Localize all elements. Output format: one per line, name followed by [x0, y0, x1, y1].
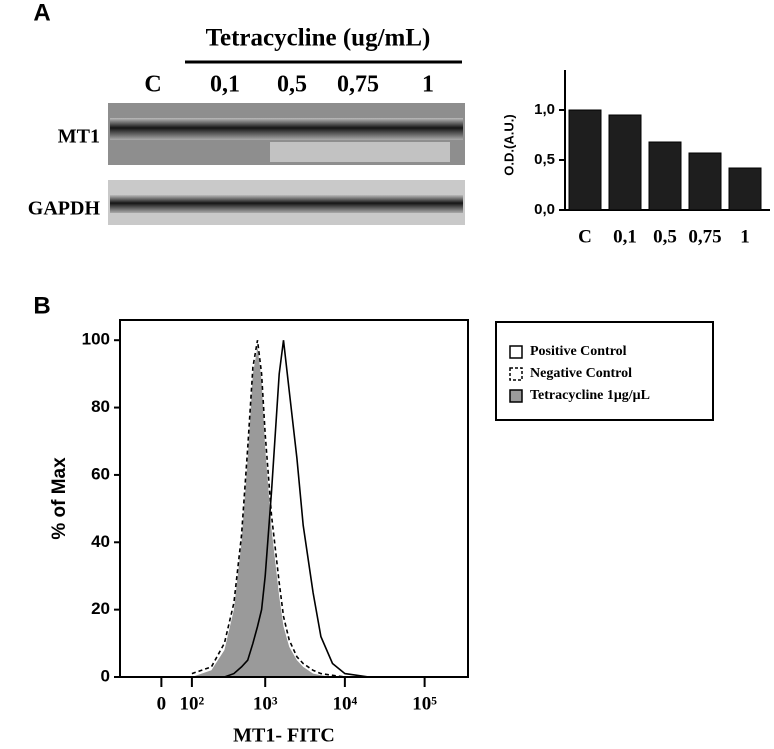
lane-label: 0,5 [277, 72, 307, 98]
y-tick-label: 0 [101, 666, 110, 685]
line [191, 340, 369, 678]
y-tick-label: 0,5 [534, 151, 555, 168]
x-tick-label: 0,1 [613, 226, 637, 247]
y-tick-label: 60 [91, 464, 110, 483]
row-label: GAPDH [28, 198, 101, 220]
blot [108, 103, 465, 225]
x-tick-label: 0 [157, 693, 167, 714]
x-tick-label: 10² [180, 693, 205, 714]
bar [648, 141, 682, 211]
legend-swatch [509, 345, 523, 359]
legend-box [495, 321, 714, 421]
blot-title: Tetracycline (ug/mL) [206, 25, 431, 52]
bar [568, 109, 602, 211]
panel-label: B [33, 292, 50, 319]
legend-label: Positive Control [530, 344, 627, 359]
line [191, 340, 370, 678]
legend-swatch [509, 367, 523, 381]
lane-label: 0,1 [210, 72, 240, 98]
legend-label: Negative Control [530, 366, 632, 381]
legend-label: Tetracycline 1μg/μL [530, 388, 650, 403]
y-axis-label: O.D.(A.U.) [501, 114, 516, 175]
lane-label: 0,75 [337, 72, 379, 98]
y-tick-label: 80 [91, 397, 110, 416]
x-tick-label: 0,5 [653, 226, 677, 247]
row-label: MT1 [58, 126, 100, 148]
area [191, 346, 369, 677]
legend-swatch [509, 389, 523, 403]
plot-frame [119, 319, 469, 678]
lane-label: 1 [422, 72, 434, 98]
bar [728, 167, 762, 211]
x-tick-label: 10⁵ [412, 693, 437, 714]
panel-label: A [33, 0, 50, 26]
y-tick-label: 40 [91, 532, 110, 551]
bar [608, 114, 642, 211]
bar [688, 152, 722, 211]
y-tick-label: 100 [82, 330, 110, 349]
y-tick-label: 20 [91, 599, 110, 618]
y-tick-label: 0,0 [534, 201, 555, 218]
x-tick-label: 10³ [253, 693, 278, 714]
x-tick-label: 0,75 [688, 226, 721, 247]
x-tick-label: 1 [740, 226, 750, 247]
x-tick-label: 10⁴ [333, 693, 358, 714]
x-axis-label: MT1- FITC [233, 725, 335, 747]
x-tick-label: C [578, 226, 592, 247]
y-axis-label: % of Max [49, 457, 70, 540]
y-tick-label: 1,0 [534, 101, 555, 118]
lane-label: C [144, 72, 161, 98]
